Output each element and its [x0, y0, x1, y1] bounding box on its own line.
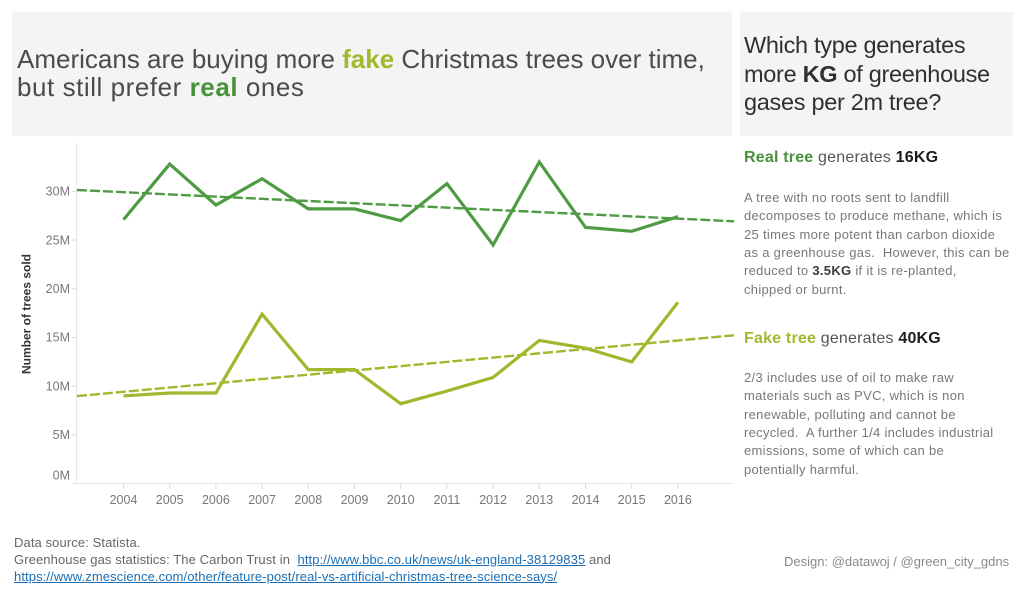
svg-text:2005: 2005: [156, 493, 184, 507]
svg-text:10M: 10M: [46, 379, 70, 393]
svg-text:2008: 2008: [294, 493, 322, 507]
svg-text:0M: 0M: [53, 469, 70, 483]
svg-text:30M: 30M: [46, 185, 70, 199]
svg-text:2009: 2009: [341, 493, 369, 507]
svg-text:2014: 2014: [572, 493, 600, 507]
svg-text:2010: 2010: [387, 493, 415, 507]
svg-text:2015: 2015: [618, 493, 646, 507]
svg-text:2004: 2004: [110, 493, 138, 507]
svg-text:25M: 25M: [46, 233, 70, 247]
svg-text:2006: 2006: [202, 493, 230, 507]
svg-text:15M: 15M: [46, 331, 70, 345]
svg-text:20M: 20M: [46, 282, 70, 296]
svg-text:2016: 2016: [664, 493, 692, 507]
svg-text:5M: 5M: [53, 428, 70, 442]
svg-text:2013: 2013: [525, 493, 553, 507]
svg-text:2007: 2007: [248, 493, 276, 507]
svg-text:2012: 2012: [479, 493, 507, 507]
svg-text:Number of trees sold: Number of trees sold: [20, 254, 34, 374]
svg-text:2011: 2011: [433, 493, 460, 507]
